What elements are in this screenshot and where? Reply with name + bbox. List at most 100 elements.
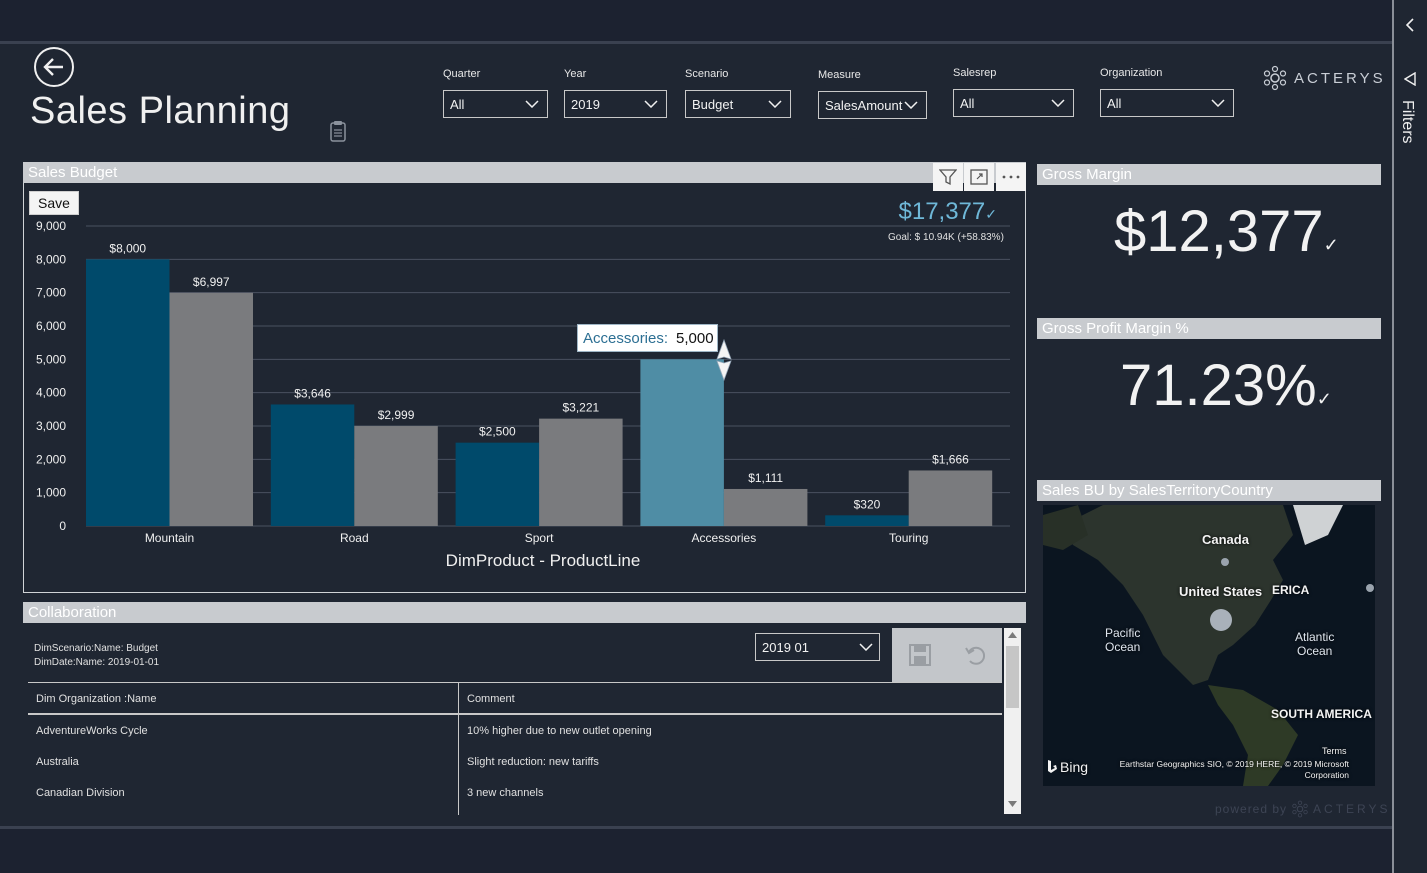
gross-margin-number: $12,377 (1114, 199, 1324, 264)
scenario-dropdown[interactable]: Budget (685, 90, 791, 118)
gross-margin-header: Gross Margin (1037, 164, 1381, 185)
period-value: 2019 01 (762, 639, 809, 655)
y-tick-label: 8,000 (36, 252, 66, 266)
y-tick-label: 6,000 (36, 319, 66, 333)
chevron-down-icon (525, 100, 539, 108)
chevron-down-icon (1051, 99, 1065, 107)
gross-profit-margin-value: 71.23%✓ (1120, 352, 1332, 419)
check-icon: ✓ (985, 206, 997, 222)
tooltip-key: Accessories: (583, 329, 669, 347)
y-tick-label: 9,000 (36, 219, 66, 233)
chevron-down-icon (768, 100, 782, 108)
filters-pane[interactable]: Filters (1392, 0, 1427, 873)
bar (723, 488, 808, 526)
chevron-left-icon[interactable] (1406, 18, 1414, 32)
date-context: DimDate:Name: 2019-01-01 (34, 657, 160, 668)
bar (270, 404, 355, 526)
salesrep-dropdown[interactable]: All (953, 89, 1074, 117)
bing-label: Bing (1060, 759, 1089, 775)
expand-icon (970, 169, 988, 185)
back-button[interactable] (34, 47, 74, 87)
bar-data-label: $3,646 (294, 386, 331, 400)
slicer-salesrep: Salesrep All (953, 67, 1074, 117)
more-options-button[interactable] (996, 163, 1026, 191)
tooltip-value: 5,000 (676, 329, 714, 347)
organization-dropdown[interactable]: All (1100, 89, 1234, 117)
check-icon: ✓ (1323, 235, 1339, 255)
scrollbar-thumb[interactable] (1006, 646, 1019, 708)
powered-by-brand: ACTERYS (1313, 802, 1391, 816)
scroll-up-icon[interactable] (1008, 632, 1017, 638)
table-cell-organization[interactable]: Canadian Division (36, 787, 125, 799)
map-label-united-states: United States (1179, 584, 1263, 599)
slicer-scenario: Scenario Budget (685, 68, 791, 118)
save-disk-icon[interactable] (908, 644, 931, 666)
slicer-label: Salesrep (953, 67, 997, 79)
collaboration-header: Collaboration (23, 602, 1026, 623)
y-tick-label: 1,000 (36, 486, 66, 500)
measure-dropdown[interactable]: SalesAmount (818, 91, 927, 119)
slicer-label: Year (564, 68, 587, 80)
chevron-down-icon (644, 100, 658, 108)
chevron-down-icon (904, 101, 918, 109)
gross-profit-margin-number: 71.23% (1120, 353, 1317, 418)
powered-by-text: powered by (1215, 802, 1288, 816)
table-cell-organization[interactable]: AdventureWorks Cycle (36, 725, 148, 737)
chevron-down-icon (1211, 99, 1225, 107)
quarter-dropdown[interactable]: All (443, 90, 548, 118)
x-tick-label: Mountain (145, 531, 194, 545)
collapse-arrow-icon[interactable] (1404, 72, 1416, 86)
chevron-down-icon (859, 643, 873, 651)
sales-map[interactable]: Canada United States ERICA Pacific Ocean… (1043, 505, 1375, 786)
bing-icon (1048, 760, 1057, 773)
x-tick-label: Touring (889, 531, 928, 545)
map-copyright: Earthstar Geographics SIO, © 2019 HERE, … (1119, 759, 1349, 780)
x-tick-label: Accessories (692, 531, 757, 545)
drag-handle-icon[interactable] (715, 339, 733, 381)
slicer-label: Quarter (443, 68, 481, 80)
acterys-logo-icon (1263, 65, 1287, 91)
bar-data-label: $2,500 (479, 425, 516, 439)
bar (640, 359, 724, 526)
clipboard-icon[interactable] (329, 120, 347, 142)
slicer-organization: Organization All (1100, 67, 1234, 117)
undo-icon[interactable] (964, 644, 986, 666)
powered-by: powered by ACTERYS (1215, 800, 1391, 818)
y-tick-label: 2,000 (36, 452, 66, 466)
bar-data-label: $8,000 (109, 241, 146, 255)
map-terrain (1043, 505, 1375, 786)
sales-kpi-number: $17,377 (898, 198, 986, 225)
bottom-bar (0, 826, 1392, 873)
table-cell-comment[interactable]: Slight reduction: new tariffs (467, 756, 599, 768)
table-header-row: Dim Organization :Name (28, 683, 1002, 715)
brand-name: ACTERYS (1294, 69, 1386, 87)
x-axis-title: DimProduct - ProductLine (446, 551, 641, 570)
bar (908, 470, 993, 526)
table-cell-comment[interactable]: 10% higher due to new outlet opening (467, 725, 652, 737)
vertical-scrollbar[interactable] (1004, 628, 1021, 814)
slicer-value: All (450, 96, 465, 112)
scroll-down-icon[interactable] (1008, 801, 1017, 807)
x-tick-label: Sport (525, 531, 554, 545)
slicer-value: All (960, 95, 975, 111)
bar (354, 426, 438, 526)
sales-kpi-goal: Goal: $ 10.94K (+58.83%) (888, 232, 1004, 243)
bar-data-label: $3,221 (562, 401, 599, 415)
comments-table: Dim Organization :Name Comment Adventure… (28, 682, 1002, 815)
table-cell-organization[interactable]: Australia (36, 756, 79, 768)
bar-data-label: $6,997 (193, 275, 230, 289)
focus-mode-button[interactable] (964, 163, 994, 191)
table-cell-comment[interactable]: 3 new channels (467, 787, 544, 799)
save-button[interactable]: Save (29, 191, 79, 215)
year-dropdown[interactable]: 2019 (564, 90, 667, 118)
filter-button[interactable] (933, 163, 963, 191)
period-dropdown[interactable]: 2019 01 (755, 633, 880, 661)
map-terms-link[interactable]: Terms (1322, 746, 1347, 756)
page-title: Sales Planning (30, 90, 291, 132)
column-header-organization: Dim Organization :Name (36, 693, 157, 705)
map-label-atlantic: Atlantic Ocean (1295, 630, 1335, 658)
bar (825, 515, 909, 526)
map-label-south-america: SOUTH AMERICA (1271, 707, 1372, 721)
filters-label[interactable]: Filters (1399, 100, 1416, 144)
